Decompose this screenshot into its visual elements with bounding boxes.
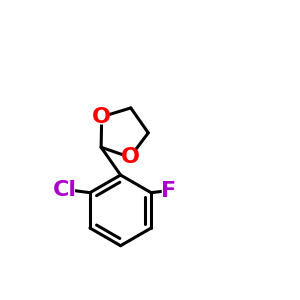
Text: O: O (120, 147, 140, 167)
Text: O: O (92, 107, 111, 127)
Circle shape (56, 181, 74, 200)
Circle shape (123, 150, 137, 164)
Circle shape (162, 185, 175, 198)
Text: Cl: Cl (53, 180, 77, 200)
Text: F: F (161, 181, 176, 201)
Circle shape (94, 110, 109, 124)
